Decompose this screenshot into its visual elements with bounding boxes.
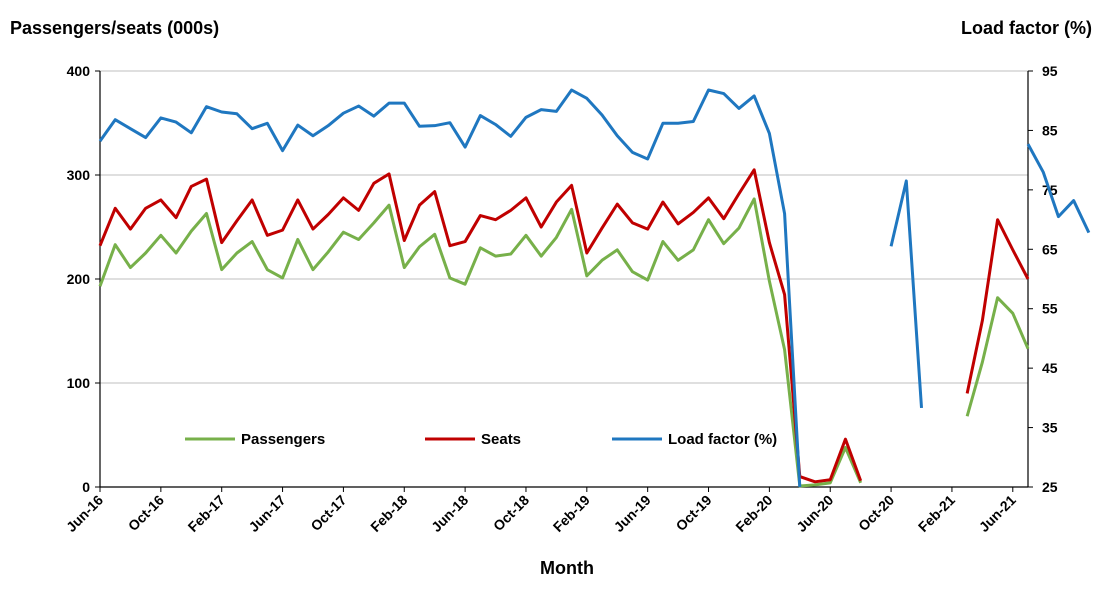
series-line-segment [98,168,863,484]
right-tick-label: 45 [1042,360,1058,376]
right-tick-label: 55 [1042,301,1058,317]
left-tick-label: 300 [67,167,91,183]
right-axis-title: Load factor (%) [961,18,1092,38]
legend-label: Load factor (%) [668,431,777,448]
x-tick-label: Oct-20 [855,492,897,534]
x-tick-label: Feb-21 [915,492,958,535]
right-tick-label: 35 [1042,420,1058,436]
right-tick-label: 65 [1042,241,1058,257]
series-line-segment [98,197,863,488]
gridlines [100,70,1028,488]
x-tick-label: Jun-21 [976,492,1019,535]
x-tick-label: Jun-18 [428,492,471,535]
series-line-segment [889,179,924,409]
right-tick-label: 25 [1042,479,1058,495]
series-seats [98,168,1030,484]
legend-label: Seats [481,431,521,448]
series-line-segment [98,88,802,488]
series-line-segment [965,296,1030,417]
x-axis-title: Month [540,558,594,578]
right-tick-label: 95 [1042,63,1058,79]
x-tick-label: Jun-20 [793,492,836,535]
legend-label: Passengers [241,431,325,448]
x-tick-label: Jun-17 [245,492,288,535]
x-tick-label: Oct-16 [125,492,167,534]
series-passengers [98,197,1030,488]
series-line-segment [965,218,1030,394]
left-tick-label: 200 [67,271,91,287]
x-tick-label: Feb-20 [732,492,775,535]
left-tick-label: 400 [67,63,91,79]
x-tick-label: Oct-17 [307,492,349,534]
left-tick-label: 100 [67,375,91,391]
x-tick-label: Feb-17 [185,492,228,535]
left-axis-title: Passengers/seats (000s) [10,18,219,38]
right-tick-label: 85 [1042,122,1058,138]
series-line-segment [1026,143,1091,234]
x-tick-label: Jun-19 [611,492,654,535]
x-tick-label: Jun-16 [63,492,106,535]
left-tick-label: 0 [82,479,90,495]
x-tick-label: Feb-18 [367,492,410,535]
legend: Passengers Seats Load factor (%) [185,431,777,448]
series-lines [98,88,1091,488]
x-axis-ticks: Jun-16 Oct-16 Feb-17 Jun-17 Oct-17 Feb-18 Jun-… [63,487,1019,535]
left-axis-ticks: 0 100 200 300 400 [67,63,101,495]
x-tick-label: Feb-19 [550,492,593,535]
series-load-factor [98,88,1091,488]
x-tick-label: Oct-18 [490,492,532,534]
x-tick-label: Oct-19 [673,492,715,534]
